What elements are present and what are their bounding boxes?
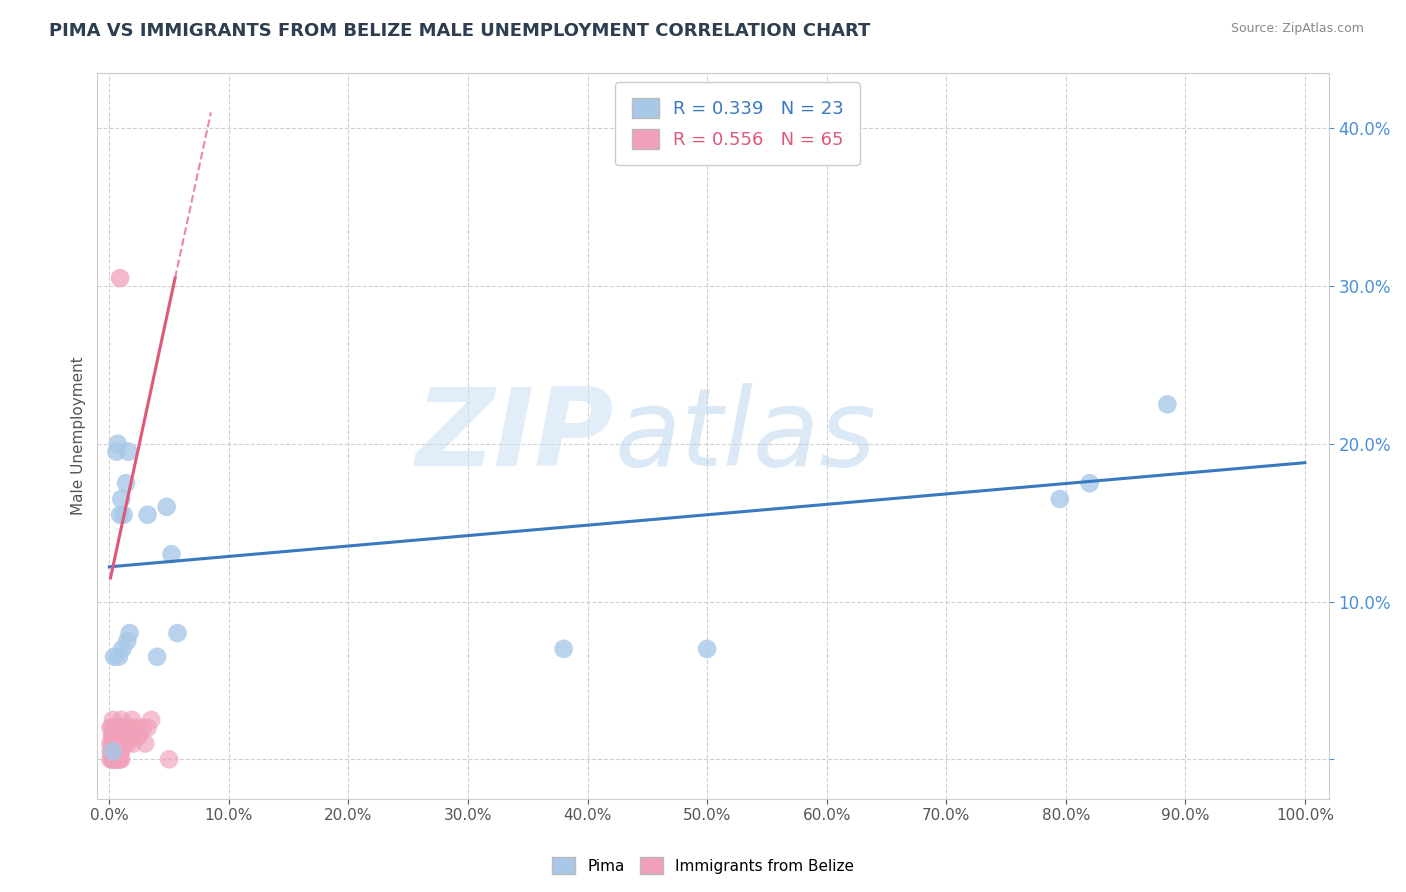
Point [115,729,138,743]
Point [107,744,129,758]
Point [110,713,132,727]
Point [146,649,169,664]
Point [100,737,122,751]
Point [115,721,138,735]
Point [108,649,131,664]
Point [166,626,188,640]
Point [105,737,128,751]
Point [100,737,122,751]
Point [111,737,134,751]
Point [104,737,127,751]
Point [110,744,132,758]
Point [107,721,129,735]
Text: PIMA VS IMMIGRANTS FROM BELIZE MALE UNEMPLOYMENT CORRELATION CHART: PIMA VS IMMIGRANTS FROM BELIZE MALE UNEM… [49,22,870,40]
Point [108,737,131,751]
Point [117,444,139,458]
Point [100,721,122,735]
Point [110,737,132,751]
Point [108,737,131,751]
Point [103,649,125,664]
Point [101,737,124,751]
Point [110,752,132,766]
Point [110,491,132,506]
Point [121,713,143,727]
Point [100,752,122,766]
Point [124,721,146,735]
Point [112,508,135,522]
Text: atlas: atlas [614,384,876,488]
Y-axis label: Male Unemployment: Male Unemployment [72,357,86,516]
Point [115,737,138,751]
Point [107,737,129,751]
Point [100,744,122,758]
Point [103,737,125,751]
Point [156,500,179,514]
Point [100,729,122,743]
Point [553,641,575,656]
Point [114,737,136,751]
Point [108,508,131,522]
Point [112,721,135,735]
Point [696,641,718,656]
Point [117,729,139,743]
Point [115,634,138,648]
Point [101,744,124,758]
Legend: Pima, Immigrants from Belize: Pima, Immigrants from Belize [546,851,860,880]
Point [136,508,159,522]
Point [108,721,131,735]
Point [108,744,131,758]
Point [118,626,141,640]
Point [105,752,128,766]
Point [103,744,125,758]
Point [1049,491,1071,506]
Text: ZIP: ZIP [416,383,614,489]
Point [128,729,150,743]
Point [107,752,129,766]
Point [132,721,155,735]
Point [112,737,135,751]
Point [101,721,124,735]
Point [101,752,124,766]
Point [103,752,125,766]
Point [122,737,145,751]
Point [125,729,148,743]
Point [100,744,122,758]
Point [101,744,124,758]
Point [100,721,122,735]
Point [1078,476,1101,491]
Point [104,721,127,735]
Point [105,744,128,758]
Point [110,729,132,743]
Point [101,713,124,727]
Legend: R = 0.339   N = 23, R = 0.556   N = 65: R = 0.339 N = 23, R = 0.556 N = 65 [616,82,860,165]
Point [105,444,128,458]
Point [134,737,156,751]
Point [141,713,163,727]
Point [103,729,125,743]
Point [104,744,127,758]
Point [105,729,128,743]
Point [108,752,131,766]
Point [111,729,134,743]
Point [136,721,159,735]
Point [108,752,131,766]
Point [107,436,129,450]
Point [110,721,132,735]
Point [104,752,127,766]
Point [114,721,136,735]
Point [111,641,134,656]
Point [1156,397,1178,411]
Point [100,752,122,766]
Point [115,476,138,491]
Point [101,729,124,743]
Point [160,547,183,561]
Point [105,721,128,735]
Text: Source: ZipAtlas.com: Source: ZipAtlas.com [1230,22,1364,36]
Point [108,271,131,285]
Point [157,752,180,766]
Point [120,721,142,735]
